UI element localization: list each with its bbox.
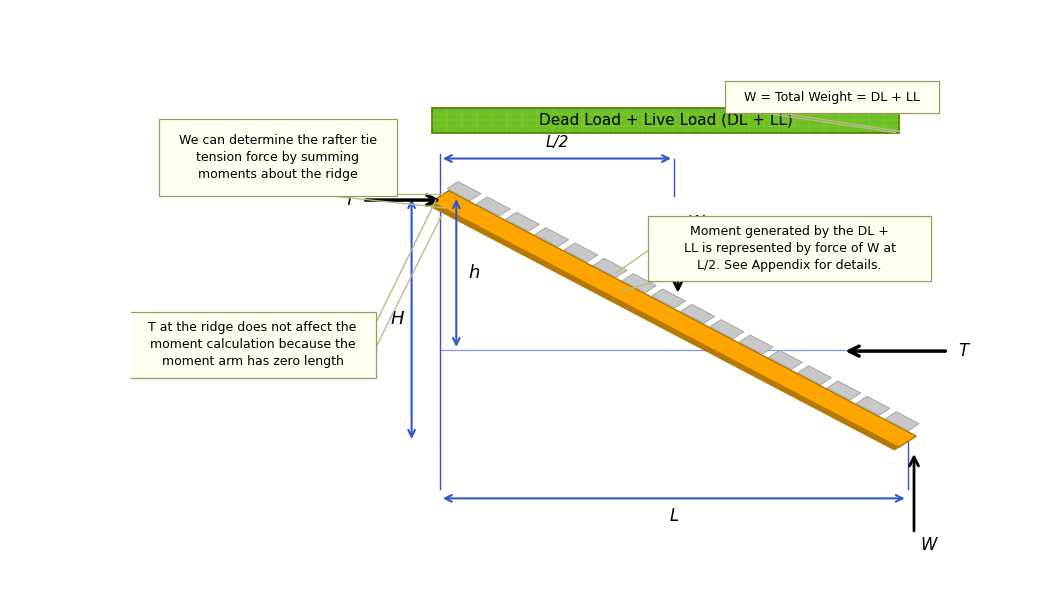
Polygon shape xyxy=(651,289,685,308)
Polygon shape xyxy=(431,191,916,447)
FancyBboxPatch shape xyxy=(432,108,899,132)
Polygon shape xyxy=(769,351,802,370)
Polygon shape xyxy=(427,202,899,450)
Text: W = Total Weight = DL + LL: W = Total Weight = DL + LL xyxy=(745,91,920,104)
Polygon shape xyxy=(710,319,744,339)
FancyBboxPatch shape xyxy=(129,313,376,378)
Text: L: L xyxy=(669,507,679,525)
Text: H: H xyxy=(390,310,404,328)
Text: L/2: L/2 xyxy=(545,135,569,150)
FancyBboxPatch shape xyxy=(158,119,397,196)
Polygon shape xyxy=(797,366,832,385)
Text: h: h xyxy=(469,264,479,282)
Polygon shape xyxy=(885,412,919,431)
Polygon shape xyxy=(564,243,598,262)
FancyBboxPatch shape xyxy=(726,81,939,113)
Polygon shape xyxy=(476,197,510,216)
Text: T: T xyxy=(344,191,355,209)
Text: Dead Load + Live Load (DL + LL): Dead Load + Live Load (DL + LL) xyxy=(539,113,793,128)
Text: T: T xyxy=(958,342,968,360)
Polygon shape xyxy=(447,181,480,200)
Polygon shape xyxy=(681,304,714,323)
Text: T at the ridge does not affect the
moment calculation because the
moment arm has: T at the ridge does not affect the momen… xyxy=(149,321,357,368)
Polygon shape xyxy=(827,381,861,400)
Text: W: W xyxy=(921,536,937,554)
Text: Moment generated by the DL +
LL is represented by force of W at
L/2. See Appendi: Moment generated by the DL + LL is repre… xyxy=(684,225,896,272)
FancyBboxPatch shape xyxy=(648,216,932,281)
Polygon shape xyxy=(535,227,569,246)
Text: W: W xyxy=(687,214,704,232)
Polygon shape xyxy=(506,212,539,231)
Polygon shape xyxy=(740,335,773,354)
Polygon shape xyxy=(593,258,627,277)
Text: We can determine the rafter tie
tension force by summing
moments about the ridge: We can determine the rafter tie tension … xyxy=(179,134,377,181)
Polygon shape xyxy=(622,273,657,292)
Polygon shape xyxy=(856,397,890,416)
